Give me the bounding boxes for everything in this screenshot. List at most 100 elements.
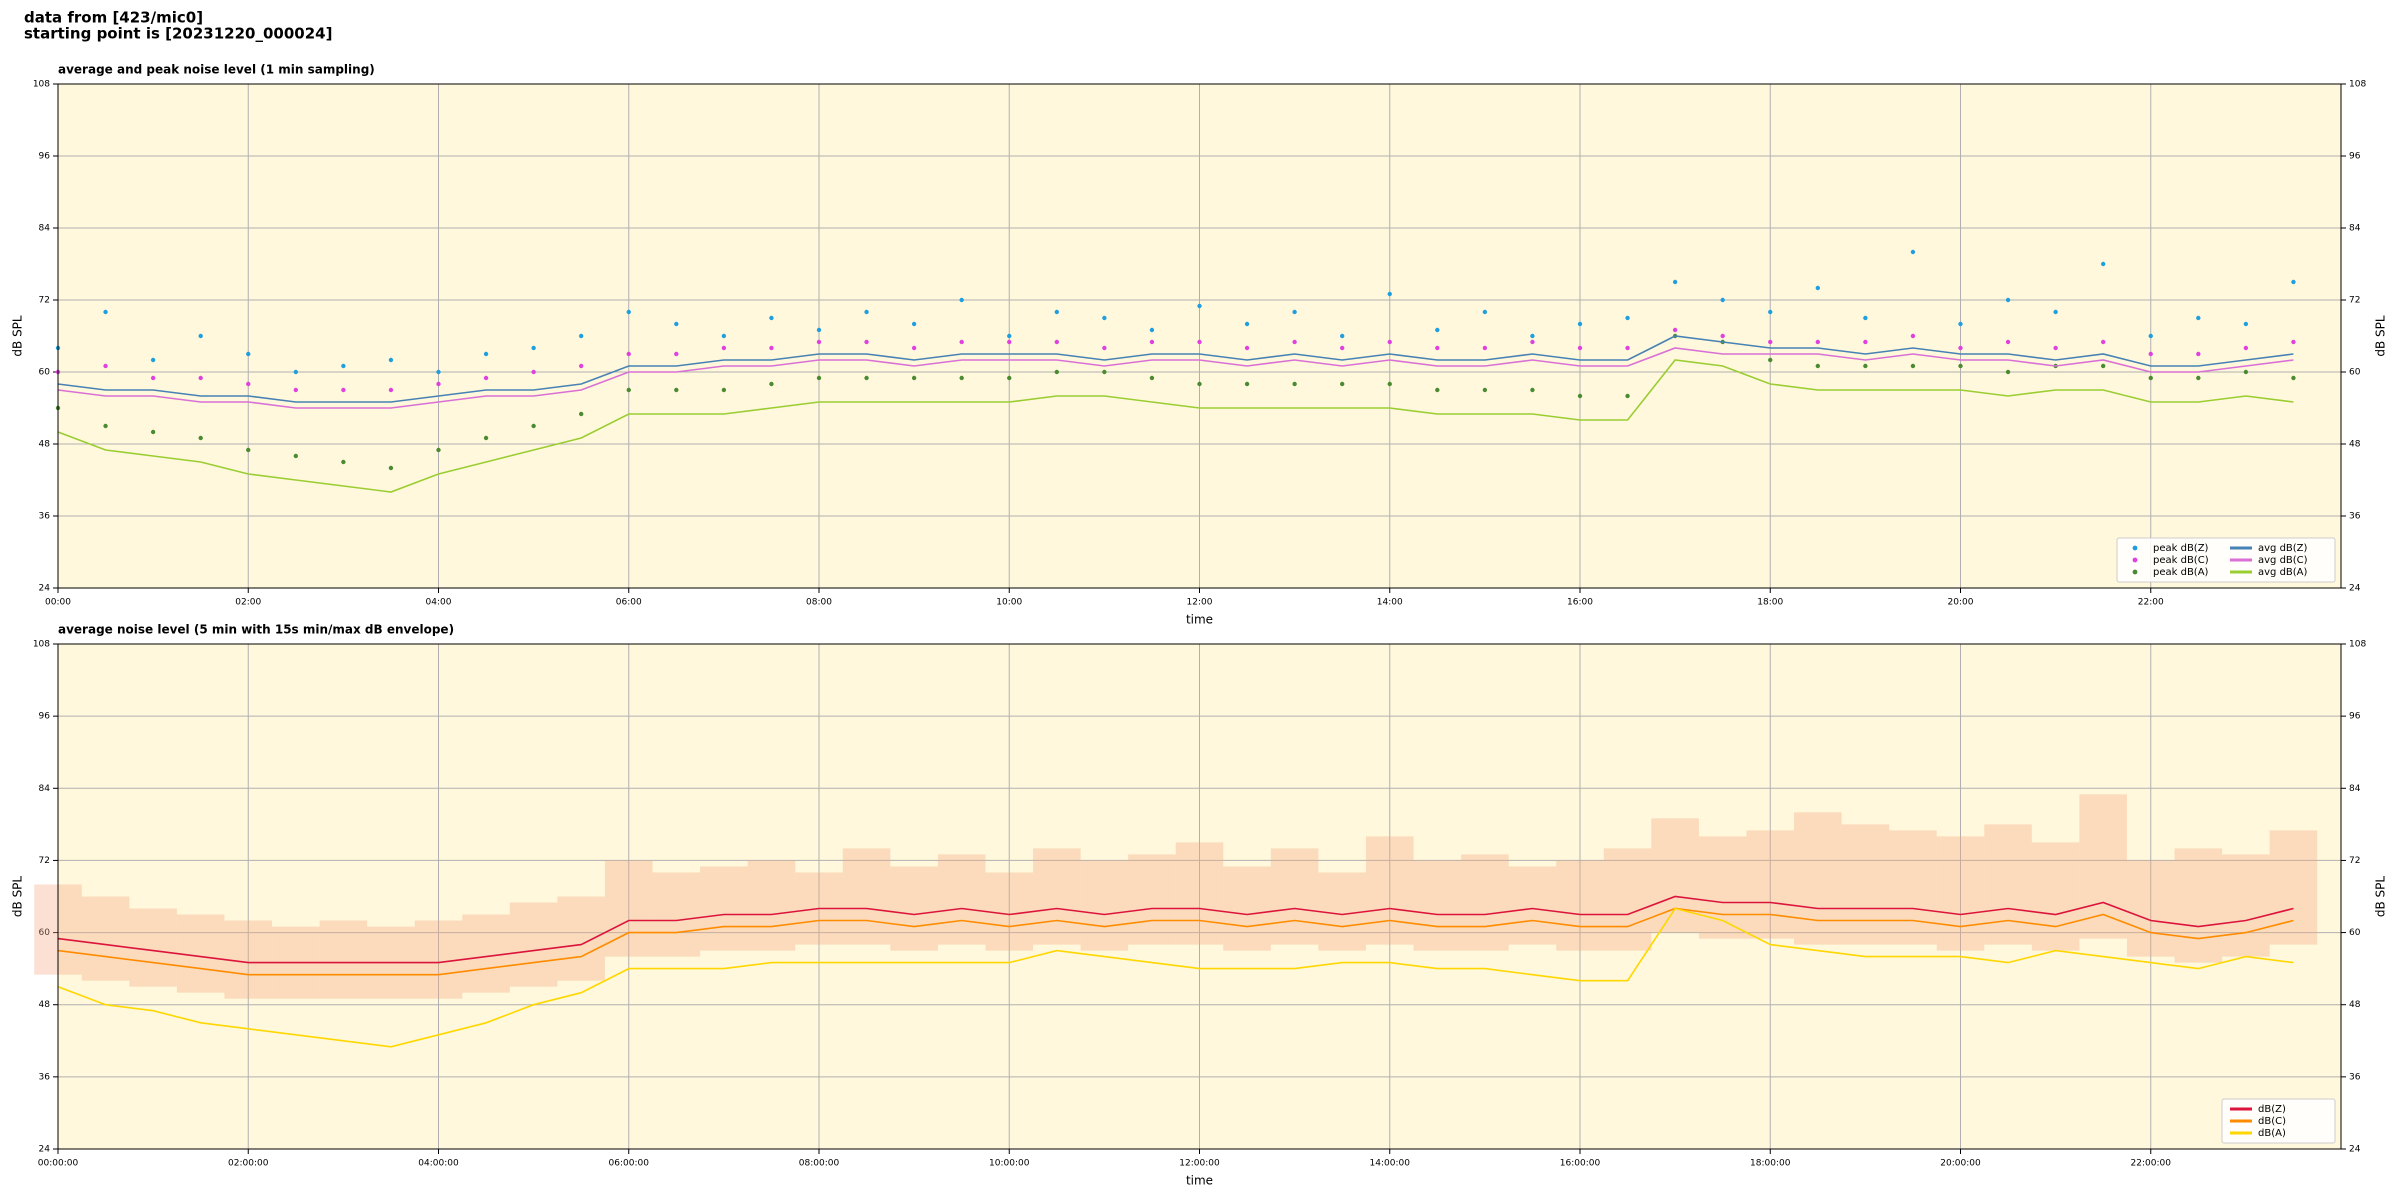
y-tick-label: 84	[39, 224, 51, 234]
legend-swatch	[2132, 545, 2138, 551]
y-tick-label: 60	[39, 928, 51, 938]
legend-label: avg dB(A)	[2258, 567, 2308, 578]
envelope-band	[2174, 848, 2223, 963]
peak-point	[1910, 363, 1916, 369]
series-line	[57, 907, 2294, 976]
envelope-band	[1318, 872, 1366, 951]
envelope-band	[747, 860, 796, 951]
peak-point	[293, 369, 299, 375]
envelope-band	[1128, 854, 1176, 945]
subplot: average and peak noise level (1 min samp…	[11, 63, 2388, 627]
legend-label: peak dB(Z)	[2153, 543, 2209, 554]
envelope-band	[509, 902, 558, 987]
peak-point	[1197, 303, 1202, 309]
y-tick-label: 72	[39, 296, 50, 306]
peak-point	[2243, 321, 2249, 327]
peak-point	[959, 375, 964, 381]
x-tick-label: 20:00	[1948, 598, 1974, 608]
peak-point	[1244, 321, 1250, 327]
peak-point	[864, 309, 869, 315]
peak-point	[341, 387, 346, 393]
envelope-band	[1936, 836, 1985, 951]
peak-point	[1482, 309, 1488, 315]
envelope-band	[81, 896, 130, 981]
peak-point	[2196, 351, 2201, 357]
plot-frame	[57, 643, 2342, 1150]
legend-label: dB(C)	[2258, 1116, 2286, 1127]
peak-point	[2053, 345, 2058, 351]
peak-point	[1768, 357, 1773, 363]
peak-point	[2053, 309, 2058, 315]
envelope-band	[1698, 836, 1747, 939]
peak-point	[674, 387, 679, 393]
peak-point	[1102, 345, 1107, 351]
series-line	[57, 347, 2294, 409]
x-tick-label: 14:00	[1377, 598, 1403, 608]
series-line	[57, 335, 2294, 403]
x-axis-label: time	[1186, 1174, 1213, 1188]
x-tick-label: 16:00	[1567, 598, 1593, 608]
y-tick-label-right: 36	[2349, 512, 2361, 522]
x-tick-label: 22:00	[2138, 598, 2164, 608]
envelope-band	[224, 920, 273, 999]
x-tick-label: 06:00:00	[609, 1159, 650, 1169]
peak-point	[721, 333, 727, 339]
peak-point	[1292, 339, 1297, 345]
envelope-band	[1270, 848, 1319, 945]
peak-point	[1102, 315, 1107, 321]
peak-point	[198, 375, 203, 381]
peak-point	[2291, 279, 2296, 285]
peak-point	[1720, 333, 1725, 339]
peak-point	[1435, 387, 1440, 393]
peak-point	[2005, 339, 2011, 345]
peak-point	[959, 339, 964, 345]
envelope-band	[1556, 860, 1604, 951]
y-tick-label-right: 72	[2349, 856, 2360, 866]
y-tick-label-right: 60	[2349, 928, 2361, 938]
envelope-band	[129, 908, 177, 987]
envelope-band	[2079, 794, 2127, 939]
legend-label: peak dB(C)	[2153, 555, 2209, 566]
envelope-band	[937, 854, 986, 945]
peak-point	[2243, 345, 2249, 351]
peak-point	[1625, 393, 1630, 399]
envelope-band	[414, 920, 463, 999]
peak-point	[246, 381, 251, 387]
peak-point	[483, 435, 489, 441]
x-tick-label: 14:00:00	[1370, 1159, 1411, 1169]
peak-point	[1435, 345, 1440, 351]
envelope-band	[557, 896, 605, 981]
peak-point	[1577, 393, 1583, 399]
peak-point	[2196, 315, 2201, 321]
peak-point	[1149, 339, 1155, 345]
peak-point	[150, 357, 156, 363]
envelope-band	[1651, 818, 1699, 933]
envelope-band	[1746, 830, 1795, 939]
envelope-band	[1603, 848, 1652, 951]
peak-point	[1007, 339, 1012, 345]
legend: peak dB(Z)peak dB(C)peak dB(A)avg dB(Z)a…	[2116, 537, 2336, 583]
peak-point	[911, 375, 917, 381]
peak-point	[2100, 363, 2106, 369]
peak-point	[341, 459, 346, 465]
legend-swatch	[2132, 557, 2138, 563]
peak-point	[1910, 333, 1916, 339]
y-tick-label-right: 96	[2349, 712, 2361, 722]
y-tick-label-right: 36	[2349, 1072, 2361, 1082]
envelope-band	[2269, 830, 2318, 945]
peak-point	[1530, 339, 1535, 345]
envelope-band	[462, 914, 510, 993]
peak-point	[578, 411, 584, 417]
peak-point	[1625, 345, 1630, 351]
header-source: data from [423/mic0]	[24, 9, 203, 27]
peak-point	[1054, 339, 1060, 345]
peak-point	[388, 465, 394, 471]
y-tick-label: 24	[39, 1145, 51, 1155]
peak-point	[2100, 339, 2106, 345]
peak-point	[959, 297, 964, 303]
peak-point	[1530, 387, 1535, 393]
peak-point	[198, 333, 203, 339]
y-tick-label: 36	[39, 512, 51, 522]
